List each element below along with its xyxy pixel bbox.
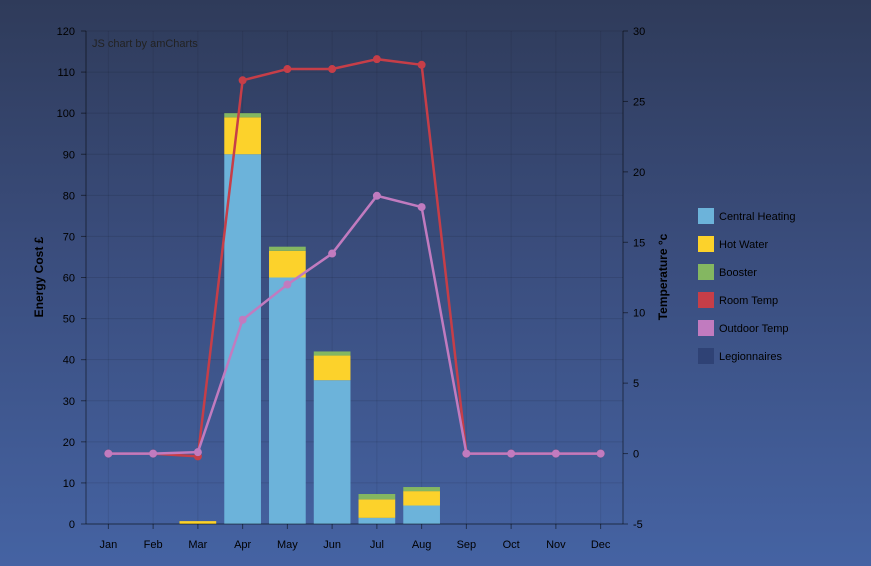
point-room-temp (372, 55, 381, 64)
grid (86, 30, 623, 525)
x-axis-tick-label: May (277, 539, 298, 551)
right-axis-tick-label: 25 (633, 96, 645, 108)
bar-central-heating (224, 154, 261, 524)
bar-hot-water (403, 491, 440, 506)
legend-label: Legionnaires (719, 351, 782, 363)
x-axis-tick-label: Jul (370, 539, 384, 551)
legend-swatch (698, 292, 714, 308)
point-outdoor-temp (551, 449, 560, 458)
legend-label: Booster (719, 267, 757, 279)
left-axis-tick-label: 110 (57, 67, 75, 79)
right-axis-tick-label: 5 (633, 378, 639, 390)
legend-swatch (698, 264, 714, 280)
point-outdoor-temp (417, 203, 426, 212)
point-outdoor-temp (372, 191, 381, 200)
point-outdoor-temp (596, 449, 605, 458)
line-room-temp (108, 57, 601, 458)
left-axis-tick-label: 100 (57, 108, 75, 120)
point-outdoor-temp (328, 249, 337, 258)
x-axis-tick-label: Nov (546, 539, 566, 551)
legend: Central Heating Hot Water Booster Room Temp… (698, 208, 795, 364)
legend-label: Hot Water (719, 239, 768, 251)
bar-booster (403, 487, 440, 492)
left-axis-tick-label: 120 (57, 26, 75, 38)
x-axis-tick-label: Feb (144, 539, 163, 551)
bar-hot-water (313, 355, 351, 381)
bar-hot-water (269, 250, 306, 278)
x-axis-tick-label: Oct (503, 539, 520, 551)
left-axis-tick-label: 60 (63, 273, 75, 285)
bar-booster (269, 246, 306, 251)
bar-booster (224, 113, 261, 118)
right-axis-tick-label: 30 (633, 26, 645, 38)
left-axis-tick-label: 70 (63, 231, 75, 243)
left-axis-tick-label: 90 (63, 149, 75, 161)
point-outdoor-temp (507, 449, 516, 458)
left-axis-tick-label: 10 (63, 478, 75, 490)
legend-item-room-temp[interactable]: Room Temp (698, 292, 778, 308)
point-outdoor-temp (193, 448, 202, 457)
legend-swatch (698, 320, 714, 336)
left-axis-tick-label: 50 (63, 314, 75, 326)
left-axis-tick-label: 0 (69, 519, 75, 531)
right-axis-tick-label: 15 (633, 237, 645, 249)
legend-item-central-heating[interactable]: Central Heating (698, 208, 795, 224)
left-axis-title: Energy Cost £ (32, 236, 46, 317)
point-room-temp (283, 65, 292, 74)
x-axis-tick-label: Aug (412, 539, 432, 551)
x-axis-tick-label: Sep (457, 539, 477, 551)
point-outdoor-temp (238, 315, 247, 324)
point-outdoor-temp (462, 449, 471, 458)
right-axis-tick-label: 20 (633, 167, 645, 179)
legend-swatch (698, 208, 714, 224)
legend-swatch (698, 348, 714, 364)
legend-label: Room Temp (719, 295, 778, 307)
bar-booster (358, 494, 396, 500)
bar-central-heating (313, 380, 351, 524)
left-axis-tick-label: 80 (63, 190, 75, 202)
point-outdoor-temp (149, 449, 158, 458)
right-axis-tick-label: -5 (633, 519, 643, 531)
x-axis-tick-label: Jun (323, 539, 341, 551)
legend-item-booster[interactable]: Booster (698, 264, 757, 280)
legend-label: Outdoor Temp (719, 323, 789, 335)
bar-central-heating (358, 517, 396, 524)
legend-label: Central Heating (719, 211, 795, 223)
right-axis-tick-label: 0 (633, 449, 639, 461)
x-axis-tick-label: Apr (234, 539, 251, 551)
bar-hot-water (224, 117, 261, 155)
bar-hot-water (179, 521, 217, 524)
point-outdoor-temp (283, 280, 292, 289)
legend-item-outdoor-temp[interactable]: Outdoor Temp (698, 320, 789, 336)
bar-booster (313, 351, 351, 356)
x-axis-tick-label: Jan (100, 539, 118, 551)
bar-central-heating (269, 277, 306, 524)
legend-swatch (698, 236, 714, 252)
point-outdoor-temp (104, 449, 113, 458)
chart-credit[interactable]: JS chart by amCharts (92, 38, 198, 50)
legend-item-hot-water[interactable]: Hot Water (698, 236, 768, 252)
point-room-temp (417, 60, 426, 69)
x-axis-tick-label: Dec (591, 539, 611, 551)
point-room-temp (328, 65, 337, 74)
left-axis-tick-label: 30 (63, 396, 75, 408)
legend-item-legionnaires[interactable]: Legionnaires (698, 348, 782, 364)
bar-series (179, 113, 440, 524)
left-axis-tick-label: 40 (63, 355, 75, 367)
line-outdoor-temp (108, 194, 601, 455)
left-axis-tick-label: 20 (63, 437, 75, 449)
right-axis-tick-label: 10 (633, 308, 645, 320)
x-axis-tick-label: Mar (188, 539, 207, 551)
point-room-temp (238, 76, 247, 85)
right-axis-title: Temperature °c (656, 233, 670, 320)
bar-hot-water (358, 499, 396, 518)
line-series (104, 55, 605, 461)
bar-central-heating (403, 505, 440, 524)
